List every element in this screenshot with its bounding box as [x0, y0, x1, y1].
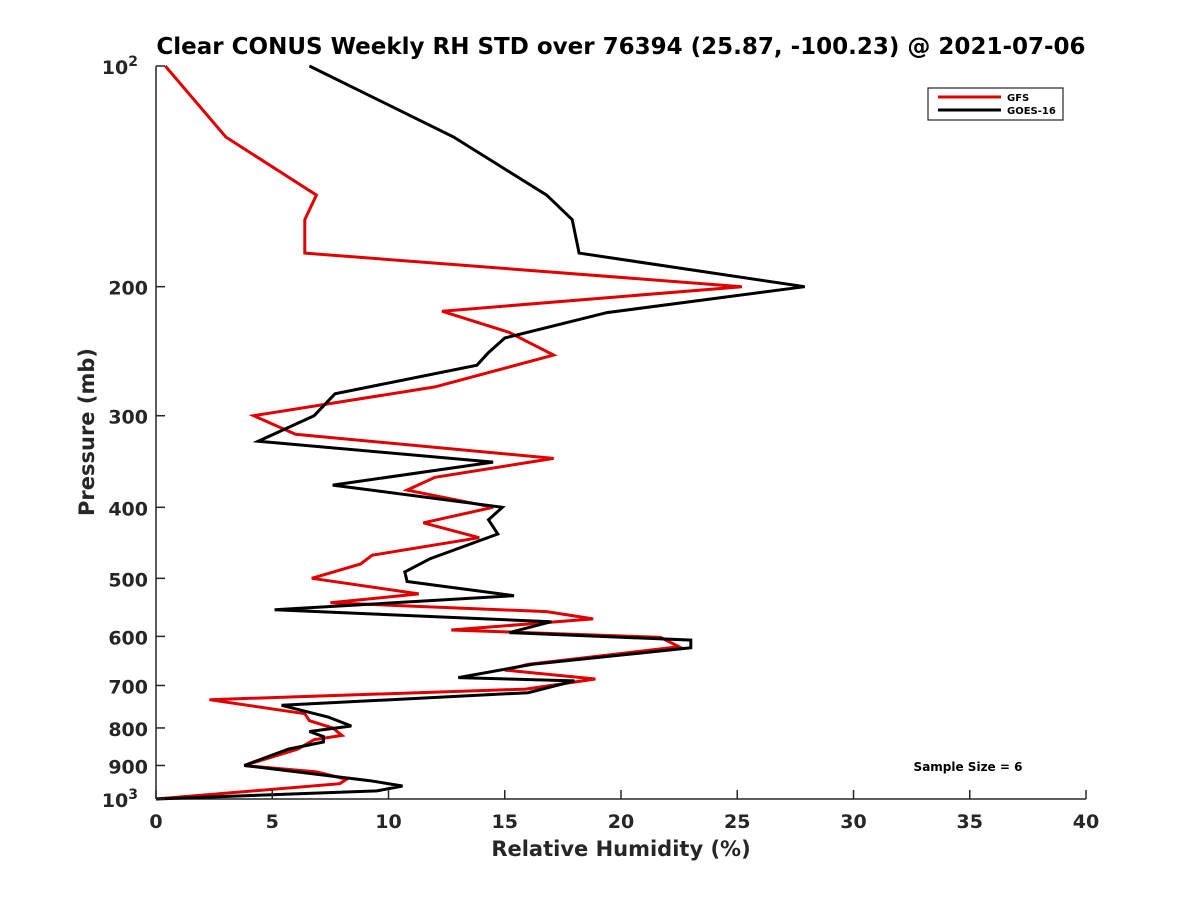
legend: GFS GOES-16	[927, 87, 1064, 121]
series-layer	[155, 64, 805, 801]
y-axis-label: Pressure (mb)	[75, 348, 99, 516]
x-tick-label: 35	[957, 811, 983, 833]
y-tick-label: 103	[102, 787, 138, 812]
y-tick-label: 102	[102, 54, 138, 79]
x-tick-label: 25	[724, 811, 750, 833]
y-tick-label: 600	[108, 627, 148, 649]
x-tick-label: 30	[840, 811, 866, 833]
y-tick-label: 900	[108, 756, 148, 778]
legend-box	[927, 87, 1064, 121]
x-axis-ticks: 0 5 10 15 20 25 30 35 40	[149, 790, 1099, 833]
x-tick-label: 15	[492, 811, 518, 833]
legend-entry: GOES-16	[1007, 106, 1056, 117]
y-tick-label: 700	[108, 676, 148, 698]
x-tick-label: 0	[149, 811, 162, 833]
sample-size-annotation: Sample Size = 6	[914, 760, 1023, 774]
y-tick-label: 300	[108, 407, 148, 429]
x-tick-label: 10	[375, 811, 401, 833]
y-tick-label: 200	[108, 278, 148, 300]
y-tick-label: 400	[108, 498, 148, 520]
series-line-goes-16	[155, 64, 805, 801]
legend-entry: GFS	[1007, 93, 1029, 104]
x-axis-label: Relative Humidity (%)	[491, 837, 750, 861]
y-axis-ticks: 102 200 300 400 500 600 700 800 900 103	[102, 54, 165, 812]
y-tick-label: 500	[108, 569, 148, 591]
x-tick-label: 40	[1073, 811, 1099, 833]
chart-title: Clear CONUS Weekly RH STD over 76394 (25…	[156, 34, 1085, 60]
y-tick-label: 800	[108, 719, 148, 741]
x-tick-label: 20	[608, 811, 634, 833]
x-tick-label: 5	[266, 811, 279, 833]
